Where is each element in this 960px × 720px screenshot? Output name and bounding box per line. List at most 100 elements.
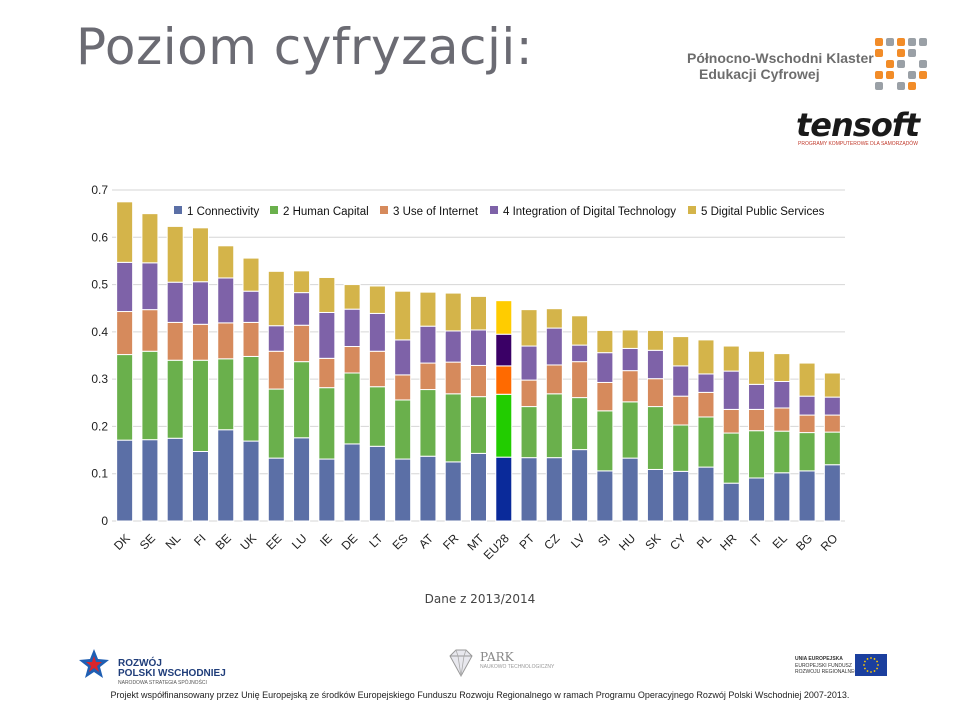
bar-segment <box>419 455 437 522</box>
x-tick-label: PT <box>516 531 537 552</box>
legend-swatch <box>688 206 696 214</box>
bar-segment <box>495 456 513 522</box>
y-axis-ticks: 0 0.1 0.2 0.3 0.4 0.5 0.6 0.7 <box>91 183 108 528</box>
y-tick-label: 0.3 <box>91 372 108 386</box>
klaster-grid-dot <box>875 49 883 57</box>
x-tick-label: LV <box>568 531 588 551</box>
bar-segment <box>672 365 690 397</box>
y-tick-label: 0.7 <box>91 183 108 197</box>
bar-segment <box>166 281 184 323</box>
bar-segment <box>798 362 816 397</box>
klaster-name-line2: Edukacji Cyfrowej <box>699 66 820 82</box>
legend-swatch <box>174 206 182 214</box>
bar-segment <box>823 372 841 398</box>
y-tick-label: 0.4 <box>91 325 108 339</box>
x-tick-label: ES <box>390 531 411 552</box>
klaster-grid-dot <box>875 38 883 46</box>
bar-segment <box>672 336 690 367</box>
bar-segment <box>722 482 740 522</box>
klaster-grid-dot <box>875 82 883 90</box>
x-tick-label: EU28 <box>481 531 512 562</box>
bar-segment <box>748 383 766 410</box>
bar-segment <box>773 353 791 383</box>
bar-segment <box>116 311 134 356</box>
eu-star <box>870 671 872 673</box>
bar-segment <box>368 350 386 388</box>
klaster-grid-dot <box>919 60 927 68</box>
bar-segment <box>621 457 639 522</box>
eu-star <box>877 664 879 666</box>
x-tick-label: HU <box>616 531 638 553</box>
bar-segment <box>444 393 462 463</box>
x-tick-label: EE <box>263 531 284 552</box>
slide-title: Poziom cyfryzacji: <box>76 18 534 76</box>
klaster-grid-dot <box>875 71 883 79</box>
bar-segment <box>470 295 487 331</box>
x-tick-label: SE <box>137 531 158 552</box>
bar-segment <box>798 432 816 472</box>
bar-segment <box>773 472 791 522</box>
bar-segment <box>166 321 184 361</box>
bar-segment <box>545 308 563 329</box>
eu-flag-icon <box>855 654 887 676</box>
tensoft-tagline: PROGRAMY KOMPUTEROWE DLA SAMORZĄDÓW <box>798 141 918 147</box>
bar-segment <box>596 329 614 354</box>
bar-segment <box>217 322 235 360</box>
bar-segment <box>596 410 614 472</box>
y-tick-label: 0.6 <box>91 230 108 244</box>
bar-segment <box>672 395 690 426</box>
bar-segment <box>773 381 791 409</box>
legend-label: 4 Integration of Digital Technology <box>503 206 676 218</box>
bar-segment <box>823 464 841 522</box>
rpw-line2: POLSKI WSCHODNIEJ <box>118 668 226 679</box>
x-tick-label: LT <box>366 531 386 551</box>
bar-segment <box>116 439 134 522</box>
eu-star <box>864 660 866 663</box>
bar-segment <box>191 450 209 522</box>
x-tick-label: NL <box>163 531 184 552</box>
x-tick-label: DK <box>111 531 133 553</box>
ue-line3: ROZWOJU REGIONALNEGO <box>795 669 863 675</box>
eu-star <box>873 658 876 660</box>
bar-segment <box>722 370 740 410</box>
bar-segment <box>293 270 311 294</box>
bar-segment <box>798 470 816 522</box>
bar-segment <box>697 339 715 375</box>
bar-segment <box>141 213 159 264</box>
klaster-grid-dot <box>908 38 916 46</box>
x-tick-label: DE <box>339 531 361 553</box>
bar-segment <box>722 345 740 372</box>
bar-segment <box>191 281 209 325</box>
klaster-grid-dot <box>897 60 905 68</box>
bar-segment <box>419 362 437 391</box>
x-tick-label: IT <box>747 531 765 549</box>
bar-segment <box>368 312 386 352</box>
bar-segment <box>444 330 462 363</box>
klaster-grid-dot <box>897 49 905 57</box>
bar-segment <box>646 378 664 408</box>
bar-segment <box>571 315 589 346</box>
bar-segment <box>495 393 513 458</box>
bar-segment <box>545 364 563 395</box>
tensoft-wordmark: tensoft <box>796 106 920 144</box>
x-tick-label: SK <box>642 531 663 552</box>
bar-segment <box>596 352 614 383</box>
eu-logo: UNIA EUROPEJSKA EUROPEJSKI FUNDUSZ ROZWO… <box>795 652 895 684</box>
bar-segment <box>116 354 134 441</box>
bar-segment <box>343 308 361 348</box>
bar-segment <box>217 429 235 522</box>
bar-segment <box>444 292 462 332</box>
bar-segment <box>368 386 386 447</box>
legend-swatch <box>490 206 498 214</box>
bar-segment <box>520 345 538 381</box>
bar-segment <box>495 300 513 335</box>
x-tick-label: BE <box>213 531 234 552</box>
bar-segment <box>242 290 260 323</box>
klaster-grid-dot <box>886 38 894 46</box>
bar-segment <box>672 470 690 522</box>
bar-segment <box>166 359 184 439</box>
bar-segment <box>368 445 386 522</box>
bar-segment <box>242 440 260 522</box>
bar-segment <box>571 361 589 399</box>
